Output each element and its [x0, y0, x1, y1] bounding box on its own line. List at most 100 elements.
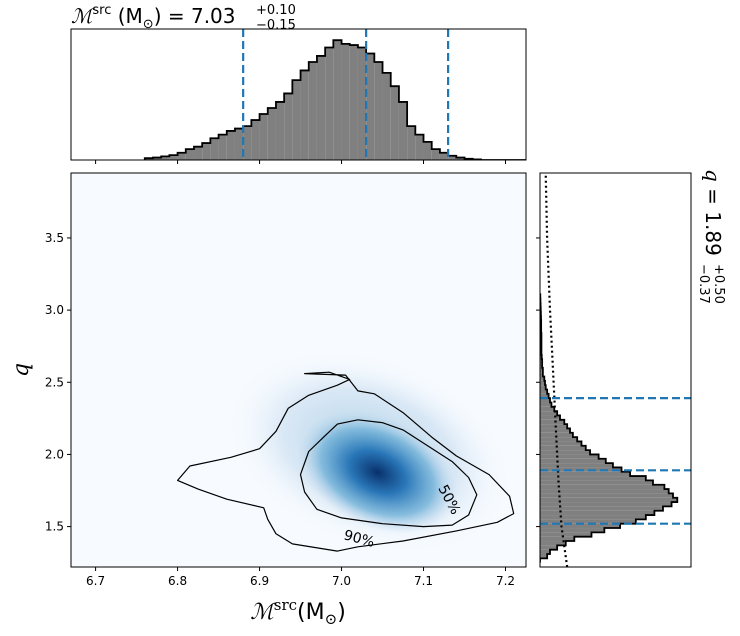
top-hist-bar: [341, 43, 350, 160]
right-hist-bar: [540, 493, 673, 498]
x-tick-label: 7.1: [414, 574, 433, 588]
top-hist-bar: [431, 149, 440, 160]
top-hist-bar: [218, 134, 227, 160]
y-tick-label: 3.0: [45, 303, 64, 317]
right-hist-bar: [540, 415, 561, 420]
right-hist-bar: [540, 411, 558, 416]
right-hist-bar: [540, 510, 655, 516]
top-hist-bar: [144, 158, 153, 160]
top-hist-bar: [448, 155, 457, 160]
mass-ratio-title: q = 1.89 +0.50 −0.37: [696, 169, 726, 304]
top-hist-bar: [456, 157, 465, 160]
contour-50: [299, 419, 478, 528]
right-hist-bar: [540, 519, 636, 524]
y-tick-label: 2.5: [45, 375, 64, 389]
right-hist-bar: [540, 545, 558, 550]
right-hist-bar: [540, 393, 549, 399]
top-hist-outline: [143, 39, 526, 160]
right-hist-bar: [540, 541, 566, 546]
top-hist-bar: [177, 152, 186, 160]
right-hist-bar: [540, 389, 548, 394]
y-axis-label: q: [9, 363, 34, 377]
right-hist-bar: [540, 506, 663, 511]
top-hist-bar: [259, 114, 268, 160]
joint-density-panel: 6.7 6.8 6.9 7.0 7.1 7.2 1.5 2.0 2.5 3.0 3.5: [45, 172, 527, 588]
top-hist-bar: [439, 152, 449, 160]
top-hist-bar: [316, 55, 326, 160]
top-hist-bar: [374, 61, 383, 160]
right-hist-bar: [540, 458, 606, 464]
chirp-mass-lower-error: −0.15: [256, 18, 296, 33]
right-hist-bar: [540, 489, 669, 494]
top-hist-bar: [325, 47, 334, 160]
right-hist-bar: [540, 463, 613, 468]
credible-contours: [177, 371, 515, 552]
right-hist-bar: [540, 372, 543, 377]
top-hist-bar: [349, 45, 358, 160]
right-hist-bar: [540, 554, 548, 559]
right-y-ticks: [536, 237, 540, 528]
right-hist-bar: [540, 532, 592, 537]
mass-ratio-lower-error: −0.37: [696, 264, 711, 304]
density-core: [297, 410, 459, 534]
top-hist-bar: [333, 40, 342, 160]
right-hist-bar: [540, 497, 678, 503]
right-hist-bar: [540, 424, 568, 429]
top-frame: [70, 28, 527, 161]
right-hist-bar: [540, 515, 646, 520]
top-hist-bar: [251, 120, 260, 160]
top-hist-bar: [267, 107, 276, 160]
top-hist-bar: [161, 156, 170, 160]
chirp-mass-upper-error: +0.10: [256, 3, 296, 18]
joint-x-ticks: 6.7 6.8 6.9 7.0 7.1 7.2: [86, 567, 515, 588]
top-hist-bar: [185, 149, 194, 160]
contour-90: [177, 371, 515, 552]
right-hist-bar: [540, 432, 573, 438]
right-frame: [539, 172, 692, 568]
right-hist-bar: [540, 437, 578, 442]
svg-text:q = 1.89: q = 1.89: [701, 169, 725, 256]
right-hist-bar: [540, 419, 565, 425]
right-hist-bar: [540, 528, 605, 533]
top-hist-bar: [423, 141, 432, 160]
y-tick-label: 1.5: [45, 520, 64, 534]
right-hist-bar: [540, 376, 545, 381]
right-hist-bar: [540, 471, 631, 477]
top-hist-bar: [292, 80, 301, 160]
top-hist-bar: [415, 134, 424, 160]
mass-ratio-upper-error: +0.50: [711, 264, 726, 304]
top-hist-bar: [193, 146, 203, 160]
density-heatmap: [224, 348, 515, 555]
right-hist-bar: [540, 367, 543, 373]
y-tick-label: 2.0: [45, 447, 64, 461]
contour-label-90: 90%: [342, 527, 376, 551]
top-marginal-histogram: [70, 28, 527, 164]
right-hist-bar: [540, 454, 599, 459]
top-hist-bar: [308, 61, 317, 160]
top-hist-bar: [300, 70, 309, 160]
right-hist-bar: [540, 380, 546, 386]
x-tick-label: 6.7: [86, 574, 105, 588]
y-tick-label: 3.5: [45, 231, 64, 245]
top-hist-bar: [226, 130, 235, 160]
top-hist-bar: [390, 86, 399, 160]
right-hist-bar: [540, 450, 591, 455]
right-hist-bar: [540, 480, 653, 485]
top-hist-bar: [284, 93, 293, 160]
right-hist-bar: [540, 536, 575, 542]
right-hist-bar: [540, 402, 552, 407]
x-tick-label: 6.9: [250, 574, 269, 588]
top-hist-bar: [275, 101, 285, 160]
top-hist-bar: [243, 126, 252, 160]
x-tick-label: 7.2: [496, 574, 515, 588]
right-hist-bar: [540, 523, 621, 529]
top-hist-bar: [398, 101, 408, 160]
x-axis-label: ℳsrc(M⊙): [250, 596, 346, 628]
right-hist-bar: [540, 549, 551, 555]
top-hist-bar: [407, 126, 416, 160]
right-hist-bar: [540, 502, 672, 507]
top-hist-bar: [152, 157, 162, 160]
right-hist-outline: [540, 293, 679, 563]
mass-ratio-prior-dotted: [544, 173, 569, 567]
